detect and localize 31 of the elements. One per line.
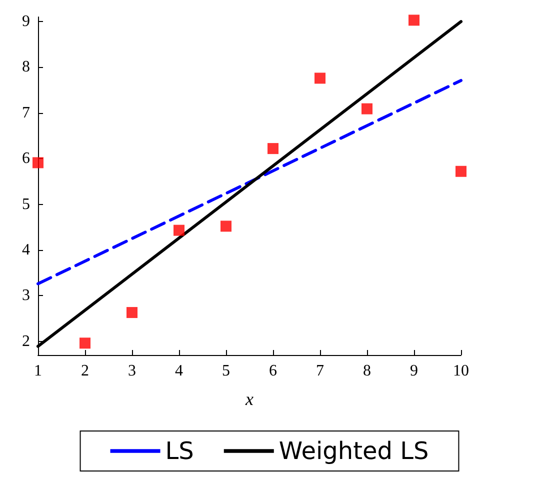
y-tick-label: 6 <box>22 150 30 168</box>
y-tick-label: 3 <box>22 287 30 304</box>
point <box>268 143 278 154</box>
y-tick-label: 8 <box>22 58 30 76</box>
y-tick-label: 7 <box>22 104 30 122</box>
point <box>362 103 372 114</box>
x-tick-label: 1 <box>34 362 42 380</box>
x-tick-label: 7 <box>316 362 324 380</box>
point <box>32 157 44 168</box>
y-tick-label: 9 <box>22 13 30 30</box>
legend-label: LS <box>165 437 194 465</box>
x-tick-label: 5 <box>222 362 230 380</box>
y-tick-label: 4 <box>22 241 30 258</box>
x-tick-label: 2 <box>81 362 89 380</box>
point <box>80 338 90 349</box>
point <box>314 72 326 84</box>
x-axis-title: x <box>244 389 254 409</box>
point <box>456 166 466 177</box>
x-tick-label: 8 <box>363 362 371 380</box>
y-tick-label: 2 <box>22 332 30 350</box>
x-tick-label: 9 <box>410 362 418 380</box>
x-tick-label: 4 <box>175 362 183 380</box>
point <box>408 14 420 26</box>
point <box>126 307 138 318</box>
x-tick-label: 10 <box>453 362 469 380</box>
point <box>220 220 232 232</box>
y-tick-label: 5 <box>22 196 30 213</box>
point <box>174 224 184 236</box>
x-tick-label: 6 <box>269 362 277 380</box>
legend-label: Weighted LS <box>278 437 429 465</box>
x-tick-label: 3 <box>128 362 136 380</box>
